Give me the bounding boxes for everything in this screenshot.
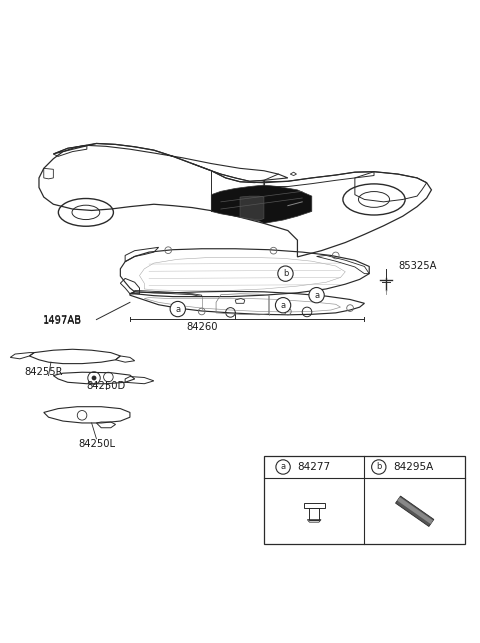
- Text: a: a: [175, 305, 180, 314]
- Text: 85325A: 85325A: [398, 262, 436, 271]
- Polygon shape: [240, 196, 264, 220]
- Text: a: a: [280, 301, 286, 310]
- Text: 1497AB: 1497AB: [43, 316, 83, 327]
- Circle shape: [309, 287, 324, 303]
- Circle shape: [276, 298, 291, 313]
- Text: 84250D: 84250D: [86, 381, 126, 391]
- Text: 84295A: 84295A: [393, 462, 433, 472]
- Circle shape: [276, 460, 290, 474]
- Circle shape: [372, 460, 386, 474]
- Polygon shape: [211, 185, 312, 223]
- Text: 1497AB: 1497AB: [43, 314, 83, 325]
- Circle shape: [170, 302, 185, 317]
- Circle shape: [278, 266, 293, 281]
- Text: a: a: [280, 462, 286, 471]
- Polygon shape: [396, 496, 434, 527]
- Text: b: b: [283, 269, 288, 278]
- Text: 84260: 84260: [186, 322, 217, 332]
- Text: a: a: [314, 291, 319, 300]
- Polygon shape: [397, 497, 433, 524]
- Text: 84277: 84277: [298, 462, 331, 472]
- Text: b: b: [376, 462, 382, 471]
- Text: 84255R: 84255R: [24, 367, 63, 377]
- Bar: [264, 455, 465, 544]
- Circle shape: [92, 376, 96, 381]
- Text: 84250L: 84250L: [78, 439, 115, 449]
